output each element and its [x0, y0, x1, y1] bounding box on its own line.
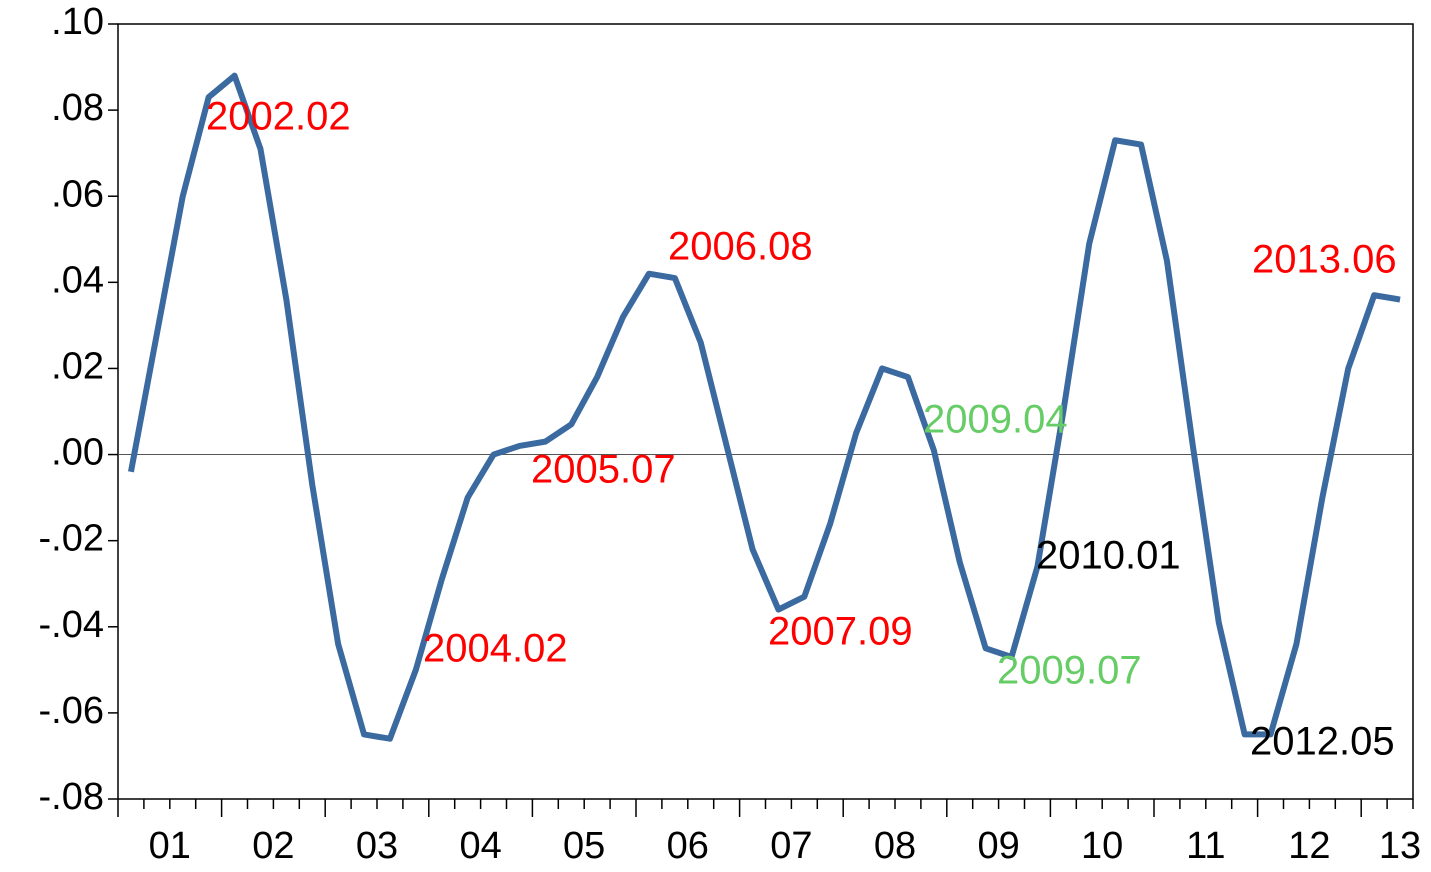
annotation: 2002.02 — [206, 95, 351, 139]
y-tick-label: -.08 — [39, 776, 104, 818]
x-tick-label: 02 — [252, 825, 294, 867]
annotation: 2013.06 — [1252, 238, 1397, 282]
x-tick-label: 04 — [459, 825, 501, 867]
x-tick-label: 09 — [977, 825, 1019, 867]
y-tick-label: .10 — [51, 1, 104, 43]
annotation: 2009.04 — [923, 398, 1068, 442]
y-tick-label: -.02 — [39, 518, 104, 560]
annotation: 2007.09 — [768, 610, 913, 654]
x-tick-label: 12 — [1288, 825, 1330, 867]
x-tick-label: 03 — [356, 825, 398, 867]
x-tick-label: 13 — [1379, 825, 1421, 867]
x-tick-label: 05 — [563, 825, 605, 867]
x-tick-label: 10 — [1081, 825, 1123, 867]
x-tick-label: 06 — [667, 825, 709, 867]
plot-frame — [117, 23, 1414, 800]
x-tick-label: 11 — [1186, 825, 1225, 867]
annotation: 2004.02 — [423, 627, 568, 671]
annotation: 2006.08 — [668, 225, 813, 269]
x-tick-label: 01 — [149, 825, 191, 867]
annotation: 2009.07 — [997, 649, 1142, 693]
annotation: 2010.01 — [1036, 534, 1181, 578]
x-tick-label: 07 — [770, 825, 812, 867]
x-tick-label: 08 — [874, 825, 916, 867]
y-tick-label: .02 — [51, 345, 104, 387]
y-tick-label: .04 — [51, 259, 104, 301]
annotation: 2005.07 — [531, 448, 676, 492]
annotation: 2012.05 — [1250, 720, 1395, 764]
y-tick-label: .06 — [51, 173, 104, 215]
y-tick-label: .00 — [51, 432, 104, 474]
y-tick-label: -.04 — [39, 604, 104, 646]
line-series — [128, 72, 1401, 742]
y-tick-label: .08 — [51, 87, 104, 129]
y-tick-label: -.06 — [39, 690, 104, 732]
